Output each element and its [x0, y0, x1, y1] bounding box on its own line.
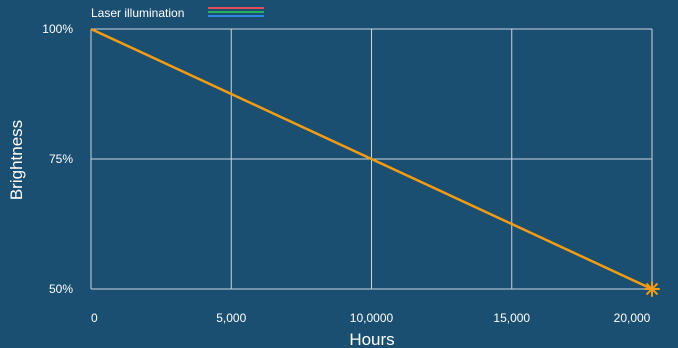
legend: Laser illumination — [91, 6, 264, 20]
legend-swatch — [208, 7, 264, 17]
series-layer — [90, 27, 660, 297]
series-line — [90, 27, 653, 291]
y-axis-title: Brightness — [7, 120, 26, 200]
y-tick-label: 50% — [49, 282, 73, 296]
x-tick-label: 10,0000 — [350, 311, 394, 325]
x-axis-title: Hours — [349, 330, 394, 348]
y-tick-labels: 50% 75% 100% — [42, 22, 73, 296]
x-tick-label: 15,000 — [493, 311, 530, 325]
asterisk-icon — [644, 281, 660, 297]
x-tick-label: 5,000 — [216, 311, 246, 325]
y-tick-label: 75% — [49, 152, 73, 166]
y-tick-label: 100% — [42, 22, 73, 36]
x-tick-labels: 0 5,000 10,0000 15,000 20,000 — [91, 311, 651, 325]
x-tick-label: 20,000 — [614, 311, 651, 325]
x-tick-label: 0 — [91, 311, 98, 325]
legend-label: Laser illumination — [91, 6, 184, 20]
asterisk-stroke — [646, 283, 658, 295]
